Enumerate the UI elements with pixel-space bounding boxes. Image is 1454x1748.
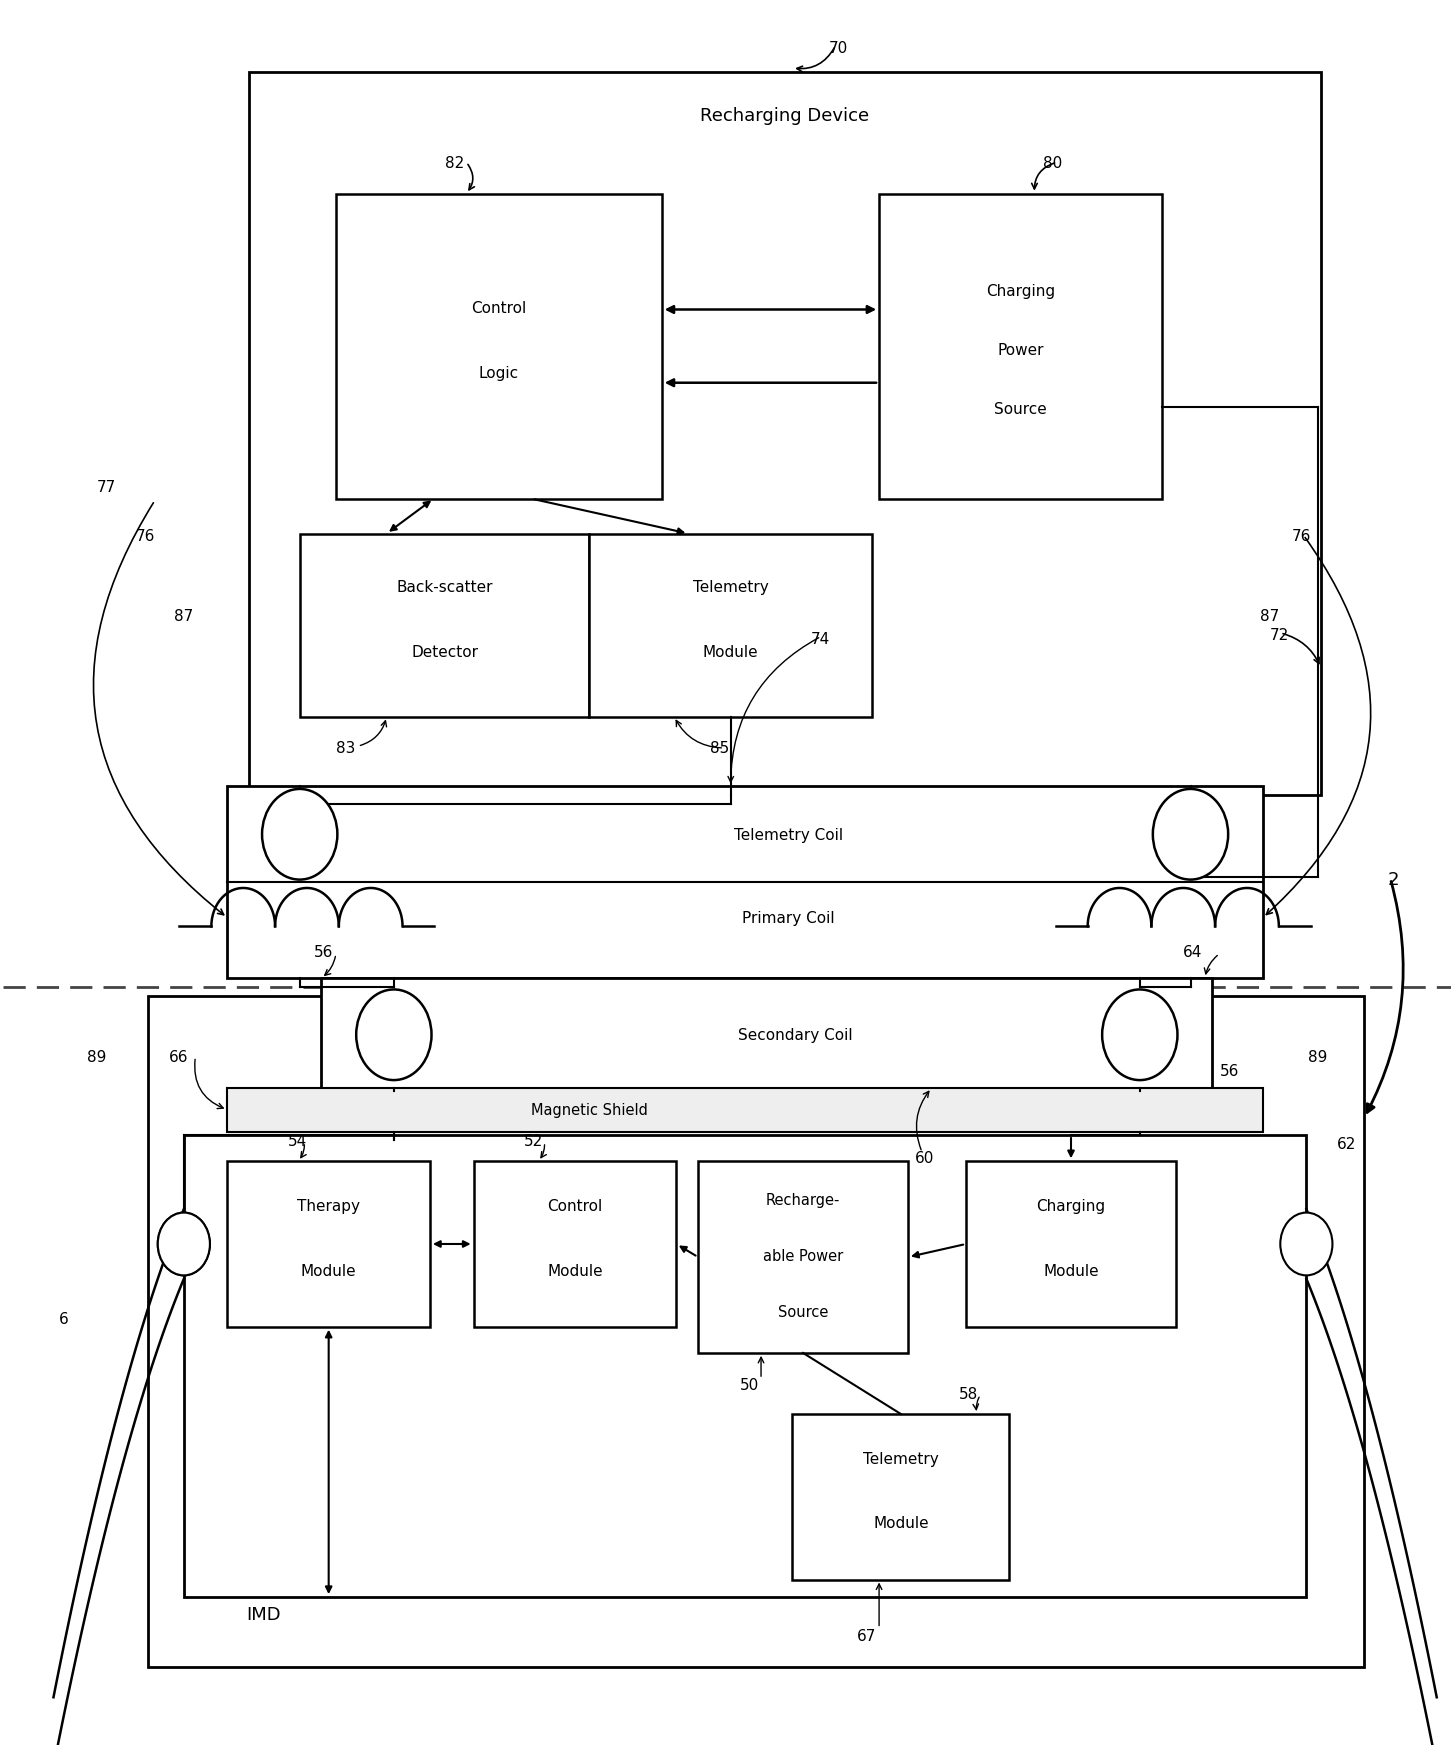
Text: Source: Source [995, 402, 1047, 418]
Bar [249, 72, 1320, 795]
Bar [321, 979, 1213, 1092]
Text: 87: 87 [1261, 608, 1280, 624]
Text: 64: 64 [1184, 946, 1202, 960]
Text: Source: Source [778, 1304, 829, 1318]
Text: Secondary Coil: Secondary Coil [739, 1028, 853, 1042]
Text: 89: 89 [87, 1049, 106, 1065]
Text: 60: 60 [915, 1150, 935, 1166]
Text: Charging: Charging [986, 283, 1054, 299]
Text: 54: 54 [288, 1133, 307, 1148]
Bar [227, 1161, 430, 1327]
Text: able Power: able Power [763, 1248, 843, 1264]
Text: Therapy: Therapy [297, 1199, 361, 1213]
Text: 80: 80 [1043, 156, 1061, 171]
Text: Back-scatter: Back-scatter [397, 580, 493, 594]
Text: Control: Control [547, 1199, 602, 1213]
Bar [474, 1161, 676, 1327]
Bar [300, 535, 589, 717]
Text: Primary Coil: Primary Coil [742, 911, 835, 926]
Text: 66: 66 [169, 1049, 189, 1065]
Circle shape [1102, 989, 1178, 1080]
Circle shape [262, 790, 337, 879]
Text: Module: Module [1043, 1262, 1099, 1278]
Text: Charging: Charging [1037, 1199, 1105, 1213]
Text: Module: Module [872, 1516, 929, 1531]
Text: 74: 74 [811, 631, 830, 647]
Circle shape [1153, 790, 1229, 879]
Text: 62: 62 [1338, 1136, 1357, 1152]
Text: Module: Module [547, 1262, 603, 1278]
Bar [148, 996, 1364, 1668]
Text: Module: Module [301, 1262, 356, 1278]
Text: Recharge-: Recharge- [766, 1192, 840, 1208]
Bar [792, 1414, 1009, 1580]
Text: Telemetry: Telemetry [692, 580, 769, 594]
Text: Telemetry Coil: Telemetry Coil [734, 827, 843, 843]
Text: 82: 82 [445, 156, 464, 171]
Text: 50: 50 [740, 1377, 759, 1391]
Bar [227, 787, 1264, 979]
Text: 76: 76 [1293, 528, 1312, 544]
Text: Module: Module [702, 645, 759, 659]
Text: 52: 52 [525, 1133, 544, 1148]
Text: 72: 72 [1271, 628, 1290, 643]
Text: 76: 76 [137, 528, 156, 544]
Bar [880, 194, 1162, 500]
Text: 85: 85 [710, 741, 728, 757]
Text: 56: 56 [314, 946, 333, 960]
Text: 58: 58 [958, 1386, 979, 1400]
Bar [336, 194, 662, 500]
Circle shape [356, 989, 432, 1080]
Text: 70: 70 [829, 40, 848, 56]
Text: Control: Control [471, 301, 526, 316]
Text: Power: Power [997, 343, 1044, 358]
Bar [589, 535, 872, 717]
Text: Recharging Device: Recharging Device [701, 107, 869, 126]
Text: Telemetry: Telemetry [862, 1451, 939, 1467]
Bar [183, 1136, 1306, 1598]
Text: 87: 87 [173, 608, 193, 624]
Text: IMD: IMD [246, 1606, 281, 1624]
Text: 56: 56 [1220, 1063, 1239, 1079]
Circle shape [158, 1213, 209, 1276]
Text: Detector: Detector [411, 645, 478, 659]
Text: Logic: Logic [478, 365, 519, 381]
Text: 77: 77 [97, 479, 116, 495]
Text: 67: 67 [858, 1627, 877, 1643]
Bar [698, 1161, 909, 1353]
Circle shape [1281, 1213, 1332, 1276]
Text: 6: 6 [58, 1311, 68, 1325]
Text: 2: 2 [1387, 871, 1399, 888]
Text: 89: 89 [1309, 1049, 1328, 1065]
Bar [227, 1089, 1264, 1133]
Text: Magnetic Shield: Magnetic Shield [531, 1103, 648, 1117]
Circle shape [158, 1213, 209, 1276]
Text: 83: 83 [336, 741, 355, 757]
Bar [965, 1161, 1176, 1327]
